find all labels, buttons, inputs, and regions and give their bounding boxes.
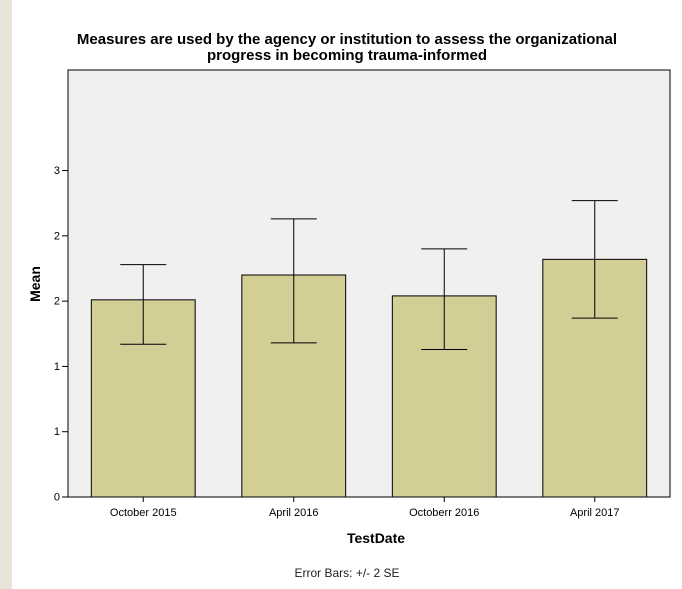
y-tick-label: 1	[54, 361, 60, 373]
chart-title-line-2: progress in becoming trauma-informed	[206, 47, 488, 64]
y-tick-label: 3	[54, 165, 60, 177]
error-bars-footnote: Error Bars: +/- 2 SE	[294, 566, 400, 580]
y-tick-label: 2	[54, 230, 60, 242]
x-tick-label: October 2015	[110, 507, 177, 519]
y-tick-label: 0	[54, 492, 60, 504]
chart-title-line-1: Measures are used by the agency or insti…	[76, 31, 618, 48]
x-tick-label: April 2017	[570, 507, 620, 519]
y-tick-label: 2	[54, 296, 60, 308]
y-tick-label: 1	[54, 426, 60, 438]
x-tick-label: April 2016	[269, 507, 319, 519]
y-axis-label: Mean	[27, 266, 43, 302]
x-tick-label: Octoberr 2016	[409, 507, 479, 519]
x-axis-label: TestDate	[347, 530, 405, 546]
chart-title: Measures are used by the agency or insti…	[12, 32, 682, 64]
